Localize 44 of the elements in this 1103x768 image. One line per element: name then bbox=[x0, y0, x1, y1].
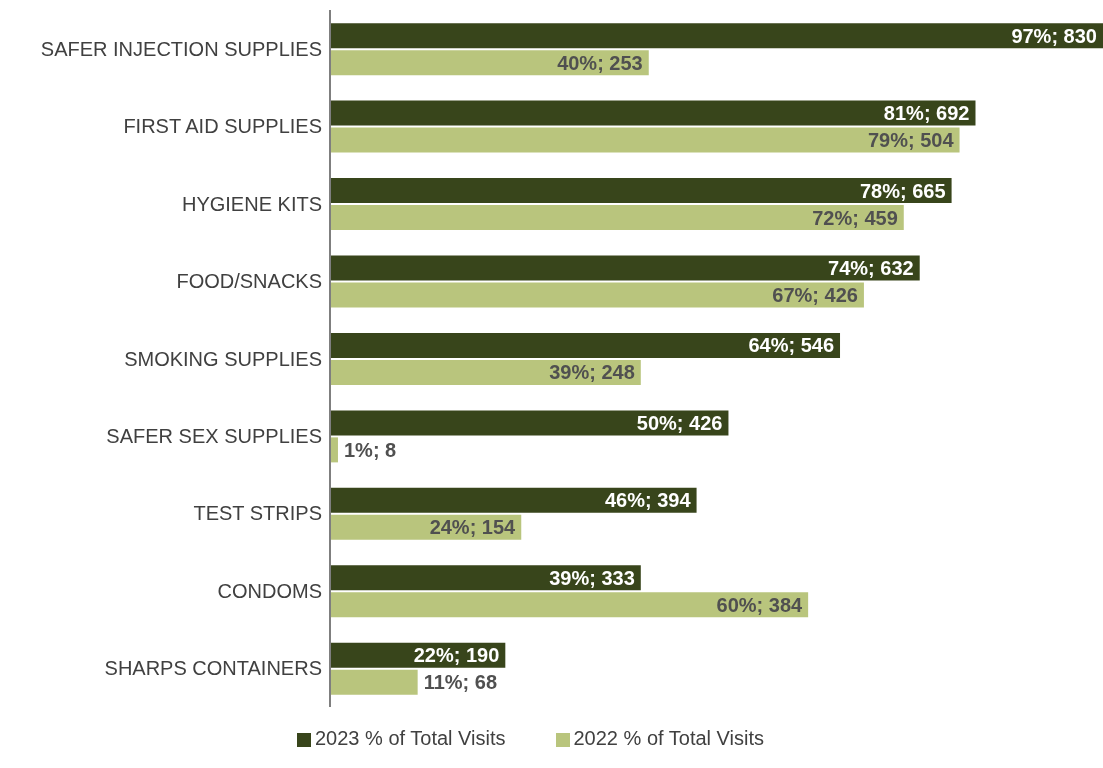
data-label: 79%; 504 bbox=[867, 129, 955, 152]
bar bbox=[330, 23, 1103, 49]
data-label: 40%; 253 bbox=[557, 51, 643, 74]
y-tick-label: FOOD/SNACKS bbox=[176, 270, 322, 293]
y-tick-label: SHARPS CONTAINERS bbox=[104, 657, 322, 680]
bar bbox=[330, 410, 729, 436]
y-tick-label: FIRST AID SUPPLIES bbox=[123, 115, 322, 138]
bar bbox=[330, 178, 952, 204]
bar bbox=[330, 100, 976, 126]
legend-label: 2022 % of Total Visits bbox=[573, 727, 764, 749]
y-tick-label: CONDOMS bbox=[217, 579, 322, 602]
data-label: 46%; 394 bbox=[604, 489, 692, 512]
data-label: 22%; 190 bbox=[413, 644, 500, 667]
bar bbox=[330, 592, 809, 618]
bar bbox=[330, 205, 904, 231]
data-label: 11%; 68 bbox=[423, 671, 498, 694]
data-label: 1%; 8 bbox=[343, 438, 397, 461]
data-label: 60%; 384 bbox=[716, 593, 804, 616]
data-label: 64%; 546 bbox=[748, 334, 835, 357]
bar bbox=[330, 669, 418, 695]
bar bbox=[330, 332, 841, 358]
y-tick-label: SAFER INJECTION SUPPLIES bbox=[40, 37, 322, 60]
data-label: 81%; 692 bbox=[883, 102, 970, 125]
y-tick-label: SAFER SEX SUPPLIES bbox=[106, 425, 322, 448]
bar bbox=[330, 50, 649, 76]
data-label: 39%; 333 bbox=[549, 566, 635, 589]
data-label: 50%; 426 bbox=[636, 411, 723, 434]
y-tick-label: SMOKING SUPPLIES bbox=[124, 347, 322, 370]
bar bbox=[330, 359, 641, 385]
y-tick-label: HYGIENE KITS bbox=[181, 192, 322, 215]
data-label: 24%; 154 bbox=[429, 516, 517, 539]
bar bbox=[330, 127, 960, 153]
legend-label: 2023 % of Total Visits bbox=[315, 727, 506, 749]
data-label: 67%; 426 bbox=[772, 284, 858, 306]
bar bbox=[330, 565, 641, 591]
data-label: 39%; 248 bbox=[549, 361, 635, 384]
data-label: 74%; 632 bbox=[828, 257, 914, 279]
bar bbox=[330, 255, 920, 281]
bar bbox=[330, 487, 697, 513]
bar bbox=[330, 282, 864, 308]
data-label: 97%; 830 bbox=[1011, 24, 1097, 47]
data-label: 72%; 459 bbox=[812, 206, 898, 229]
data-label: 78%; 665 bbox=[859, 179, 946, 202]
y-tick-label: TEST STRIPS bbox=[193, 502, 322, 525]
